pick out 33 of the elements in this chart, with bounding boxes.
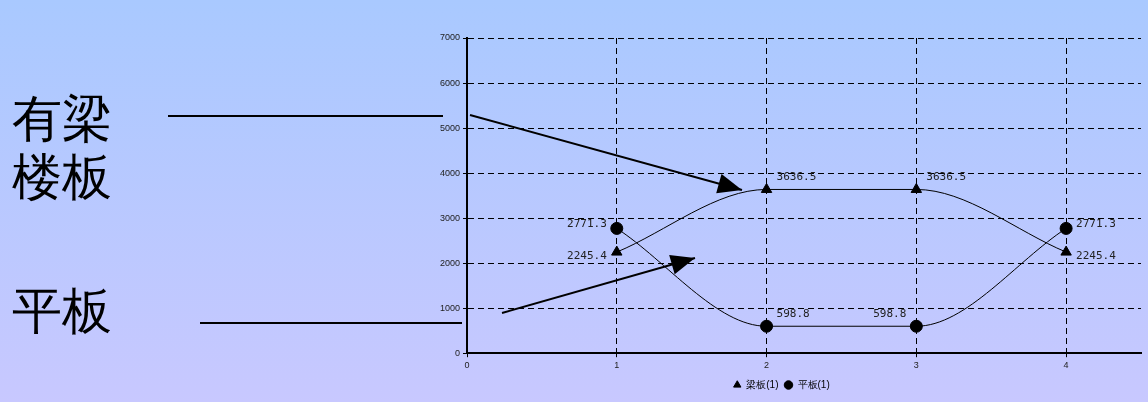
text: 平板 <box>12 282 113 340</box>
y-tick-label: 1000 <box>439 302 460 313</box>
point <box>909 319 923 333</box>
point <box>1059 221 1073 235</box>
point <box>910 182 923 193</box>
x-tick-label: 3 <box>913 360 919 371</box>
y-tick-label: 3000 <box>439 212 460 223</box>
data-label: 598.8 <box>776 307 810 321</box>
y-tick-label: 7000 <box>439 32 460 43</box>
text: 有梁楼板 <box>12 90 113 206</box>
y-tick-label: 2000 <box>439 257 460 268</box>
x-tick-label: 0 <box>464 360 470 371</box>
x-tick-label: 4 <box>1063 360 1069 371</box>
data-label: 3636.5 <box>776 170 817 184</box>
y-tick-label: 0 <box>454 347 460 358</box>
data-label: 2771.3 <box>567 217 607 231</box>
point <box>1060 245 1072 256</box>
point <box>610 221 624 235</box>
point <box>611 245 623 256</box>
data-label: 2245.4 <box>567 248 608 262</box>
point <box>760 182 773 193</box>
point <box>760 319 774 333</box>
legend-label: 平板(1) <box>797 378 830 390</box>
data-label: 2771.3 <box>1076 217 1116 231</box>
data-label: 2245.4 <box>1076 248 1117 262</box>
x-tick-label: 2 <box>764 360 770 371</box>
data-label: 598.8 <box>873 307 907 321</box>
data-label: 3636.5 <box>926 170 967 184</box>
y-tick-label: 5000 <box>439 122 460 133</box>
y-tick-label: 4000 <box>439 167 460 178</box>
y-tick-label: 6000 <box>439 77 460 88</box>
legend-label: 梁板(1) <box>746 378 779 390</box>
x-tick-label: 1 <box>614 360 620 371</box>
